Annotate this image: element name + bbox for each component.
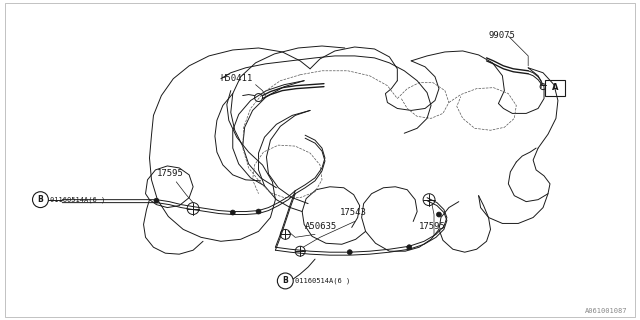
Text: H50411: H50411 xyxy=(221,74,253,83)
Text: A061001087: A061001087 xyxy=(585,308,627,314)
Text: B: B xyxy=(38,195,44,204)
Circle shape xyxy=(436,212,442,217)
Text: 17543: 17543 xyxy=(340,209,367,218)
Text: 99075: 99075 xyxy=(488,31,515,40)
Circle shape xyxy=(154,198,159,203)
Circle shape xyxy=(256,209,261,214)
Text: A: A xyxy=(552,83,558,92)
Text: 01160514A(6 ): 01160514A(6 ) xyxy=(295,278,351,284)
Text: 17595: 17595 xyxy=(156,169,183,178)
Text: 17595: 17595 xyxy=(419,222,446,231)
Circle shape xyxy=(348,250,352,255)
Circle shape xyxy=(230,210,236,215)
Circle shape xyxy=(407,245,412,250)
FancyBboxPatch shape xyxy=(545,80,565,96)
Text: 01160514A(6 ): 01160514A(6 ) xyxy=(51,196,106,203)
Text: B: B xyxy=(282,276,288,285)
Text: A50635: A50635 xyxy=(305,222,337,231)
